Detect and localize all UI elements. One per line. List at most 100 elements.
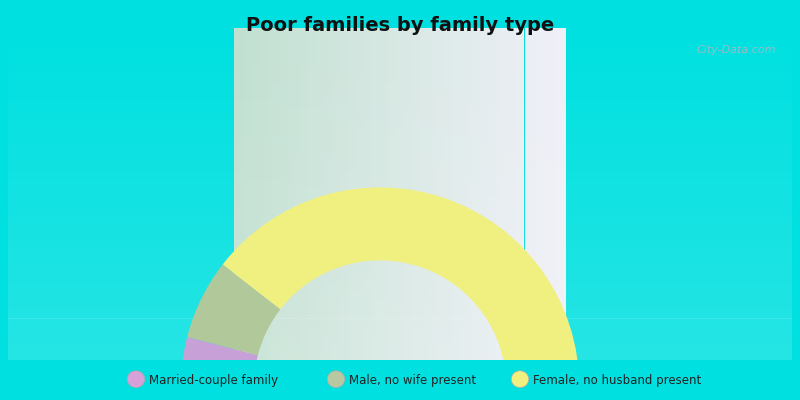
Bar [259,28,261,360]
Bar [315,28,317,360]
Bar [8,126,792,128]
Bar [8,279,792,280]
Text: City-Data.com: City-Data.com [697,45,776,55]
Bar [8,164,792,166]
Bar [8,71,792,73]
Bar [8,61,792,63]
Bar [457,28,458,360]
Bar [352,28,354,360]
Bar [354,28,355,360]
Bar [8,156,792,158]
Bar [386,28,388,360]
Bar [279,28,281,360]
Bar [556,28,558,360]
Bar [8,199,792,201]
Bar [8,28,792,30]
Bar [8,194,792,196]
Bar [292,28,294,360]
Bar [355,28,357,360]
Bar [8,172,792,174]
Bar [298,28,301,360]
Bar [8,334,792,335]
Bar [8,131,792,132]
Bar [8,33,792,35]
Bar [8,236,792,237]
Bar [330,28,332,360]
Bar [8,350,792,352]
Bar [8,132,792,134]
Bar [8,287,792,289]
Bar [8,352,792,353]
Bar [474,28,476,360]
Bar [450,28,451,360]
Bar [8,202,792,204]
Bar [250,28,252,360]
Bar [8,187,792,189]
Bar [246,28,247,360]
Bar [8,99,792,101]
Bar [418,28,420,360]
Bar [360,28,362,360]
Bar [342,28,343,360]
Bar [8,294,792,295]
Bar [8,146,792,148]
Bar [463,28,465,360]
Bar [383,28,385,360]
Bar [346,28,347,360]
Bar [8,169,792,171]
Bar [8,340,792,342]
Bar [347,28,349,360]
Bar [372,28,374,360]
Bar [8,176,792,177]
Bar [525,28,526,360]
Bar [258,28,259,360]
Bar [8,297,792,298]
Bar [272,28,274,360]
Bar [526,28,528,360]
Bar [8,31,792,33]
Bar [8,342,792,343]
Bar [8,338,792,340]
Bar [8,109,792,111]
Bar [334,28,335,360]
Bar [8,192,792,194]
Bar [8,171,792,172]
Bar [8,168,792,169]
Bar [8,204,792,206]
Bar [388,28,390,360]
Bar [8,86,792,88]
Bar [8,191,792,192]
Bar [406,28,408,360]
Bar [531,28,533,360]
Bar [8,242,792,244]
Bar [8,304,792,305]
Bar [337,28,338,360]
Bar [8,234,792,236]
Bar [8,274,792,275]
Bar [8,73,792,74]
Bar [8,36,792,38]
Bar [392,28,394,360]
Bar [332,28,334,360]
Bar [8,40,792,41]
Bar [254,28,255,360]
Bar [8,227,792,229]
Bar [281,28,282,360]
Bar [8,214,792,216]
Bar [443,28,445,360]
Bar [8,305,792,307]
Bar [8,116,792,118]
Bar [8,240,792,242]
Bar [8,270,792,272]
Bar [349,28,350,360]
Bar [558,28,559,360]
Bar [539,28,541,360]
Bar [8,104,792,106]
Bar [516,28,518,360]
Bar [394,28,395,360]
Bar [395,28,397,360]
Bar [8,76,792,78]
Bar [294,28,295,360]
Bar [8,54,792,56]
Bar [363,28,365,360]
